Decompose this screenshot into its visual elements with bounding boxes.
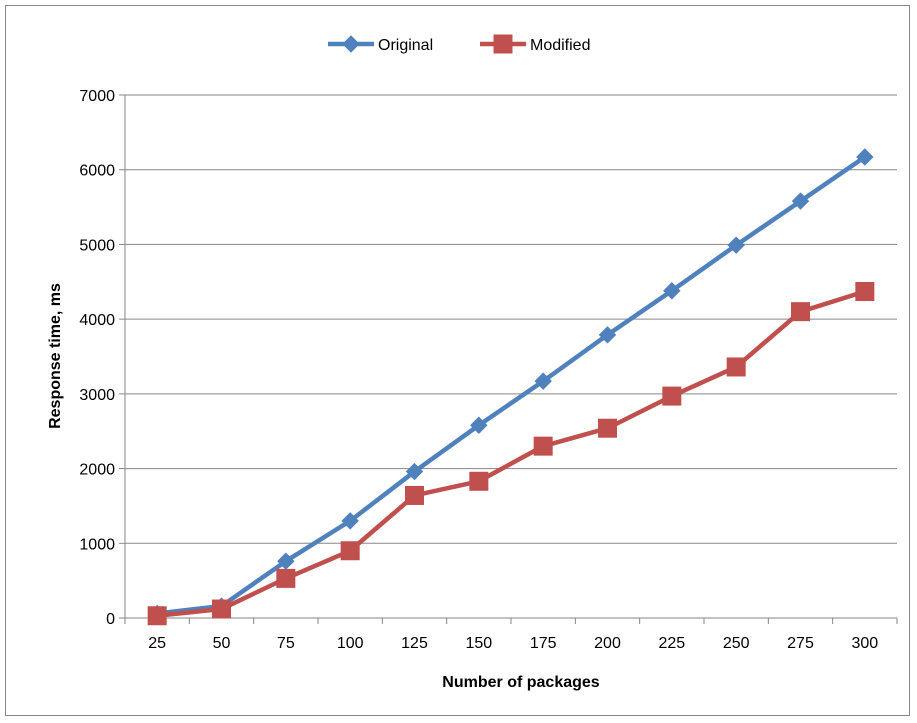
- data-point-modified: [212, 599, 231, 619]
- data-point-modified: [533, 436, 553, 456]
- y-tick-labels: 0 1000 2000 3000 4000 5000 6000 7000: [79, 88, 115, 628]
- data-point-modified: [855, 281, 875, 301]
- data-point-original: [405, 462, 424, 481]
- data-point-original: [663, 282, 681, 300]
- data-point-modified: [726, 357, 746, 377]
- legend-label: Modified: [530, 37, 590, 54]
- legend-item-modified: Modified: [480, 34, 590, 54]
- x-tick-label: 75: [277, 635, 295, 652]
- series-line-original: [154, 154, 868, 616]
- axes: [119, 94, 898, 624]
- legend: Original Modified: [328, 34, 590, 54]
- gridlines: [125, 94, 897, 544]
- x-tick-label: 175: [530, 635, 557, 652]
- x-tick-label: 125: [401, 635, 428, 652]
- data-point-modified: [662, 386, 682, 406]
- series: [147, 148, 875, 626]
- y-axis-title: Response time, ms: [47, 283, 64, 429]
- data-point-original: [791, 192, 810, 210]
- data-point-original: [727, 236, 745, 254]
- x-tick-labels: 25 50 75 100 125 150 175 200 225 250 275 300: [148, 635, 878, 652]
- x-axis-title: Number of packages: [442, 674, 599, 691]
- x-tick-label: 300: [851, 635, 878, 652]
- y-tick-label: 1000: [79, 536, 115, 553]
- data-point-modified: [147, 606, 167, 626]
- x-tick-label: 50: [213, 635, 231, 652]
- data-point-original: [598, 326, 617, 344]
- x-tick-label: 275: [787, 635, 814, 652]
- y-tick-label: 6000: [79, 163, 115, 180]
- data-point-original: [341, 512, 359, 530]
- data-point-modified: [469, 471, 489, 491]
- x-tick-label: 25: [148, 635, 166, 652]
- data-point-modified: [405, 485, 424, 505]
- legend-swatch-marker: [342, 35, 360, 53]
- x-tick-label: 100: [337, 635, 364, 652]
- x-tick-label: 225: [658, 635, 685, 652]
- data-point-original: [470, 416, 488, 434]
- y-tick-label: 3000: [79, 387, 115, 404]
- y-tick-label: 7000: [79, 88, 115, 105]
- series-line-modified: [154, 289, 868, 619]
- y-tick-label: 4000: [79, 312, 115, 329]
- chart-frame: [5, 5, 910, 716]
- data-point-original: [856, 148, 874, 166]
- y-tick-label: 2000: [79, 462, 115, 479]
- data-point-modified: [340, 541, 360, 561]
- x-tick-label: 250: [723, 635, 750, 652]
- y-tick-label: 0: [106, 611, 115, 628]
- series-original: [148, 148, 874, 623]
- data-point-modified: [598, 418, 617, 438]
- data-point-modified: [791, 302, 810, 322]
- y-tick-label: 5000: [79, 237, 115, 254]
- series-modified: [147, 281, 875, 626]
- data-point-modified: [276, 568, 296, 588]
- legend-swatch-marker: [493, 34, 513, 54]
- x-tick-label: 150: [465, 635, 492, 652]
- data-point-original: [534, 372, 552, 390]
- legend-item-original: Original: [328, 35, 433, 54]
- x-tick-label: 200: [594, 635, 621, 652]
- legend-label: Original: [378, 37, 433, 54]
